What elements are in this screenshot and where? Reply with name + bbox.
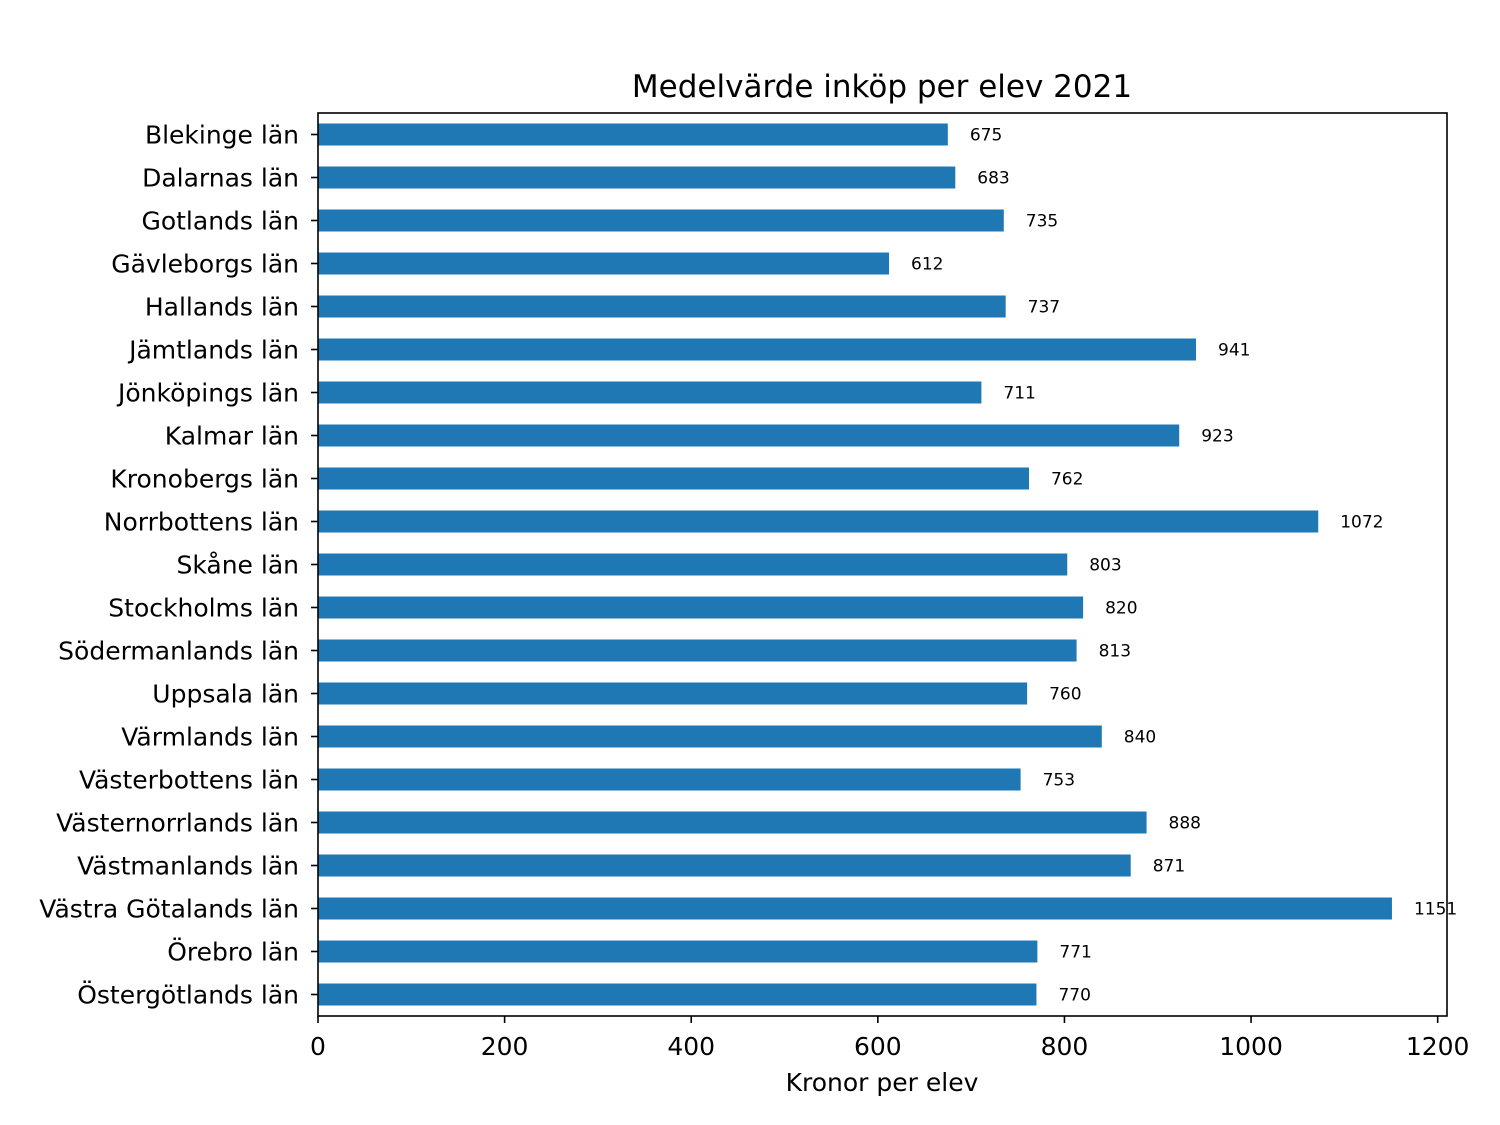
bar [318, 854, 1131, 877]
value-label: 871 [1153, 857, 1185, 877]
category-label: Stockholms län [108, 594, 299, 623]
value-label: 612 [911, 255, 943, 275]
bar [318, 166, 956, 189]
y-axis: Blekinge län Dalarnas län Gotlands län Gävl… [39, 121, 318, 1010]
bar [318, 510, 1319, 533]
bar [318, 811, 1147, 834]
value-label: 840 [1124, 728, 1156, 748]
category-label: Hallands län [145, 293, 299, 322]
bar [318, 338, 1197, 361]
value-label: 683 [977, 169, 1009, 189]
bar [318, 725, 1102, 748]
category-label: Östergötlands län [77, 981, 299, 1010]
bar [318, 252, 890, 275]
bar [318, 123, 948, 146]
value-label: 888 [1169, 814, 1201, 834]
value-label: 711 [1003, 384, 1035, 404]
x-tick-label: 400 [667, 1032, 715, 1061]
category-label: Västernorrlands län [56, 809, 299, 838]
value-labels-group: 675 683 735 612 737 941 711 923 762 1072 803 820 813… [911, 126, 1457, 1006]
value-label: 803 [1089, 556, 1121, 576]
category-label: Jönköpings län [116, 379, 299, 408]
x-axis: 0 200 400 600 800 1000 1200 [310, 1016, 1469, 1061]
value-label: 1151 [1414, 900, 1457, 920]
value-label: 737 [1028, 298, 1060, 318]
value-label: 770 [1058, 986, 1090, 1006]
bar [318, 467, 1029, 490]
category-label: Kronobergs län [110, 465, 299, 494]
category-label: Västmanlands län [77, 852, 299, 881]
bar [318, 768, 1021, 791]
bar [318, 682, 1028, 705]
value-label: 1072 [1340, 513, 1383, 533]
value-label: 923 [1201, 427, 1233, 447]
chart-title: Medelvärde inköp per elev 2021 [632, 69, 1132, 105]
bar [318, 209, 1004, 232]
bar [318, 940, 1038, 963]
x-tick-label: 800 [1041, 1032, 1089, 1061]
x-tick-label: 600 [854, 1032, 902, 1061]
value-label: 753 [1043, 771, 1075, 791]
bar [318, 596, 1084, 619]
category-label: Dalarnas län [142, 164, 299, 193]
category-label: Blekinge län [145, 121, 299, 150]
category-label: Södermanlands län [58, 637, 299, 666]
bar [318, 424, 1180, 447]
x-tick-label: 1200 [1406, 1032, 1470, 1061]
category-label: Uppsala län [152, 680, 299, 709]
bars-group [318, 123, 1392, 1006]
category-label: Örebro län [167, 938, 299, 967]
bar [318, 983, 1037, 1006]
plot-frame [317, 112, 1448, 1017]
bar [318, 897, 1392, 920]
category-label: Gävleborgs län [111, 250, 299, 279]
bar [318, 295, 1006, 318]
category-label: Skåne län [176, 551, 299, 580]
category-label: Jämtlands län [127, 336, 299, 365]
bar [318, 381, 982, 404]
category-label: Gotlands län [141, 207, 299, 236]
x-axis-label: Kronor per elev [786, 1068, 979, 1097]
value-label: 675 [970, 126, 1002, 146]
bar [318, 639, 1077, 662]
value-label: 735 [1026, 212, 1058, 232]
category-label: Norrbottens län [104, 508, 299, 537]
category-label: Västerbottens län [79, 766, 299, 795]
x-tick-label: 0 [310, 1032, 326, 1061]
category-label: Västra Götalands län [39, 895, 299, 924]
x-tick-label: 200 [481, 1032, 529, 1061]
value-label: 820 [1105, 599, 1137, 619]
value-label: 941 [1218, 341, 1250, 361]
bar [318, 553, 1068, 576]
x-tick-label: 1000 [1219, 1032, 1283, 1061]
value-label: 771 [1059, 943, 1091, 963]
category-label: Kalmar län [165, 422, 299, 451]
value-label: 760 [1049, 685, 1081, 705]
value-label: 813 [1099, 642, 1131, 662]
value-label: 762 [1051, 470, 1083, 490]
category-label: Värmlands län [121, 723, 299, 752]
